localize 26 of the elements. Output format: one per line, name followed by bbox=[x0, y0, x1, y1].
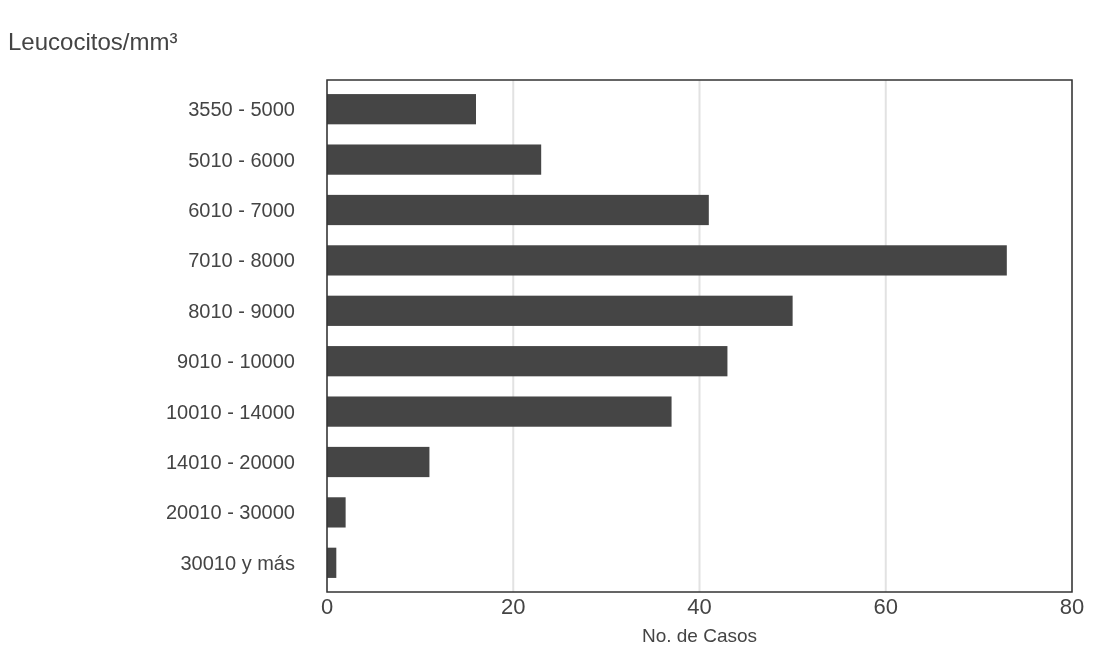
x-tick-label: 60 bbox=[873, 594, 898, 619]
x-axis-title: No. de Casos bbox=[641, 625, 758, 646]
y-tick-label: 5010 - 6000 bbox=[188, 148, 295, 171]
bar bbox=[327, 295, 793, 326]
x-tick-label: 20 bbox=[501, 594, 526, 619]
bar bbox=[327, 144, 542, 175]
y-tick-label: 6010 - 7000 bbox=[188, 199, 295, 221]
y-tick-label: 10010 - 14000 bbox=[165, 400, 295, 423]
bar bbox=[327, 446, 430, 478]
x-tick-label: 0 bbox=[320, 594, 334, 619]
y-tick-label: 7010 - 8000 bbox=[188, 249, 295, 272]
y-tick-label: 8010 - 9000 bbox=[188, 299, 295, 322]
bar bbox=[327, 94, 476, 125]
x-tick-label: 80 bbox=[1059, 594, 1085, 619]
y-axis-title: Leucocitos/mm³ bbox=[8, 28, 178, 55]
y-tick-label: 20010 - 30000 bbox=[165, 501, 295, 524]
bar bbox=[327, 194, 709, 226]
x-tick-label: 40 bbox=[687, 594, 712, 619]
bar bbox=[327, 245, 1007, 276]
y-tick-label: 9010 - 10000 bbox=[177, 350, 295, 373]
bar bbox=[327, 497, 346, 528]
y-tick-label: 3550 - 5000 bbox=[188, 98, 295, 121]
y-tick-label: 14010 - 20000 bbox=[165, 451, 295, 473]
bar bbox=[327, 396, 672, 427]
bar bbox=[327, 346, 728, 377]
y-tick-label: 30010 y más bbox=[180, 551, 295, 574]
